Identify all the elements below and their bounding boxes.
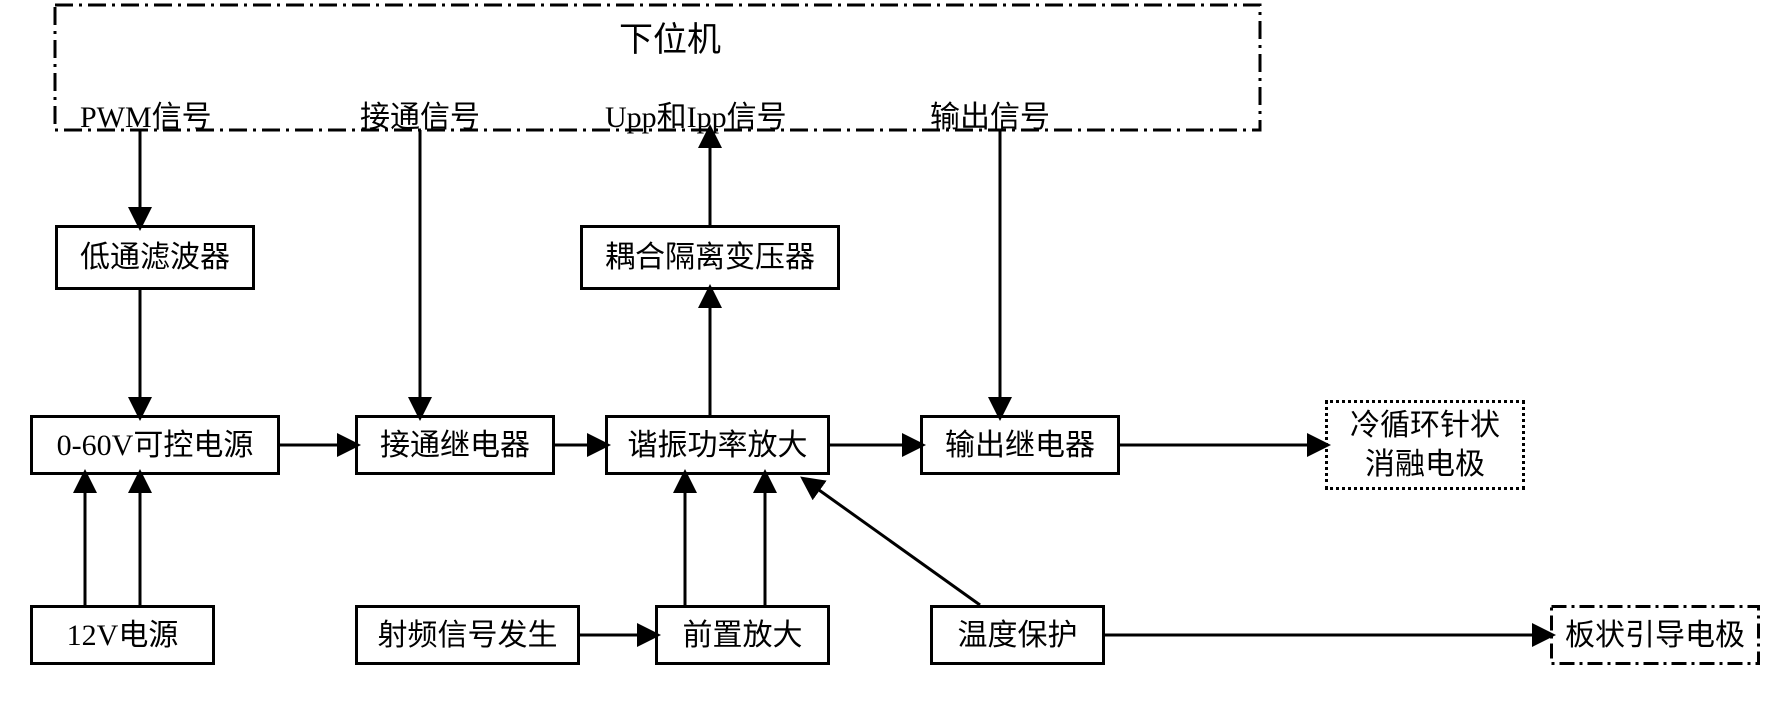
upp-ipp-signal-label: Upp和Ipp信号: [605, 92, 787, 136]
resonant-amp-label: 谐振功率放大: [628, 426, 808, 465]
electrode-cold-loop-box: 冷循环针状 消融电极: [1325, 400, 1525, 490]
relay-output-label: 输出继电器: [945, 426, 1095, 465]
power-060v-label: 0-60V可控电源: [57, 426, 254, 465]
power-12v-box: 12V电源: [30, 605, 215, 665]
temp-protect-box: 温度保护: [930, 605, 1105, 665]
electrode-cold-loop-label: 冷循环针状 消融电极: [1350, 406, 1500, 484]
lowpass-filter-box: 低通滤波器: [55, 225, 255, 290]
electrode-plate-box: 板状引导电极: [1550, 605, 1760, 665]
rf-gen-label: 射频信号发生: [378, 616, 558, 655]
electrode-plate-label: 板状引导电极: [1565, 616, 1745, 655]
lower-machine-title: 下位机: [520, 12, 820, 61]
relay-connect-label: 接通继电器: [380, 426, 530, 465]
connect-signal-label: 接通信号: [360, 92, 480, 136]
power-060v-box: 0-60V可控电源: [30, 415, 280, 475]
resonant-amp-box: 谐振功率放大: [605, 415, 830, 475]
preamp-box: 前置放大: [655, 605, 830, 665]
coupling-transformer-label: 耦合隔离变压器: [605, 238, 815, 277]
diagram-arrows: [0, 0, 1788, 703]
lowpass-filter-label: 低通滤波器: [80, 238, 230, 277]
coupling-transformer-box: 耦合隔离变压器: [580, 225, 840, 290]
relay-connect-box: 接通继电器: [355, 415, 555, 475]
power-12v-label: 12V电源: [67, 616, 179, 655]
temp-protect-label: 温度保护: [958, 616, 1078, 655]
pwm-signal-label: PWM信号: [80, 92, 212, 136]
relay-output-box: 输出继电器: [920, 415, 1120, 475]
rf-gen-box: 射频信号发生: [355, 605, 580, 665]
dashdot-borders: [0, 0, 1788, 703]
preamp-label: 前置放大: [683, 616, 803, 655]
output-signal-label: 输出信号: [930, 92, 1050, 136]
